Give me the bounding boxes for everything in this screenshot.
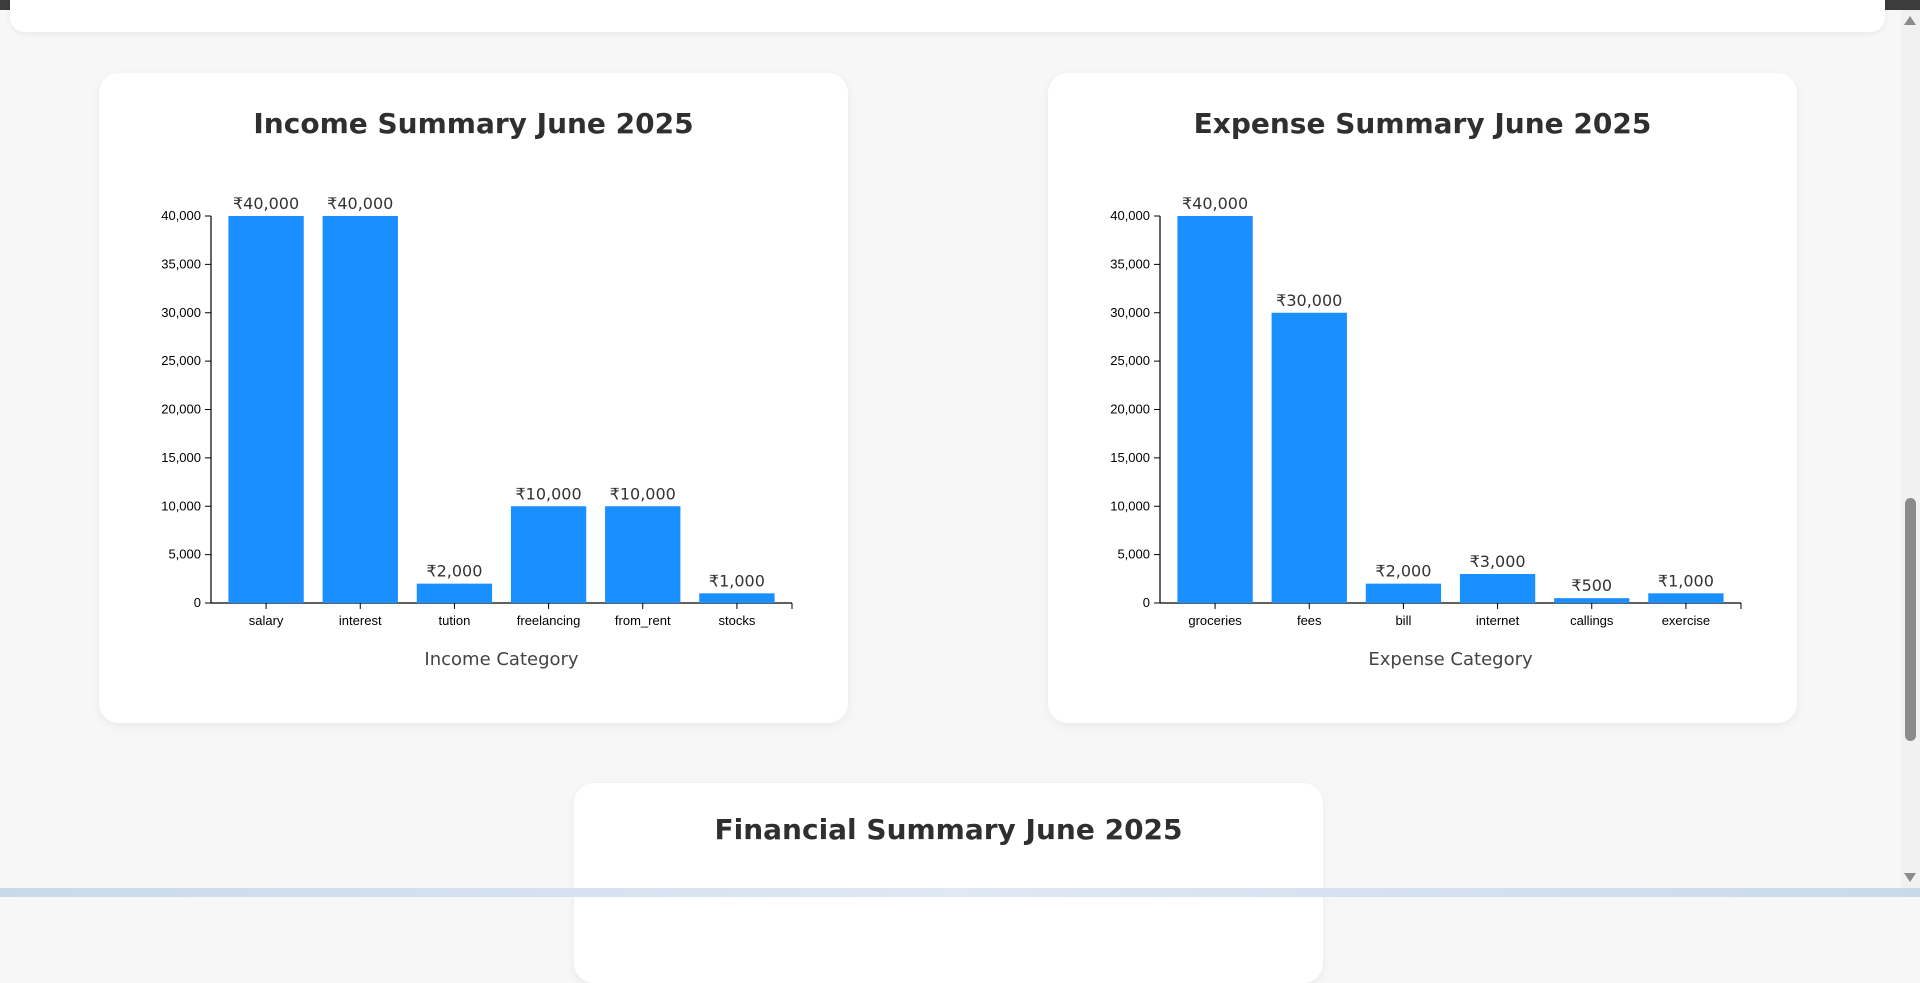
x-tick-label: salary	[249, 613, 284, 628]
scrollbar-thumb[interactable]	[1905, 498, 1916, 741]
x-tick-label: stocks	[718, 613, 755, 628]
financial-summary-card: Financial Summary June 2025	[574, 783, 1323, 983]
y-tick-label: 20,000	[1110, 402, 1150, 417]
data-label: ₹3,000	[1470, 552, 1526, 571]
data-label: ₹30,000	[1276, 291, 1342, 310]
x-tick-label: callings	[1570, 613, 1614, 628]
bar	[1365, 583, 1442, 603]
bar	[1177, 216, 1253, 603]
scroll-up-icon[interactable]	[1904, 16, 1916, 25]
bar	[322, 216, 398, 603]
data-label: ₹10,000	[515, 484, 581, 503]
data-label: ₹1,000	[1658, 571, 1714, 590]
y-tick-label: 30,000	[161, 305, 201, 320]
x-tick-label: groceries	[1188, 613, 1242, 628]
previous-card	[10, 0, 1885, 32]
bar	[228, 216, 304, 603]
x-tick-label: fees	[1297, 613, 1322, 628]
expense-summary-card: Expense Summary June 2025 0 5,000 10,000 15…	[1048, 73, 1797, 723]
y-tick-label: 15,000	[1110, 450, 1150, 465]
bar	[1648, 593, 1724, 603]
x-tick-label: internet	[1476, 613, 1520, 628]
income-summary-card: Income Summary June 2025 0 5,000 10,000 15,…	[99, 73, 848, 723]
x-tick-label: from_rent	[615, 613, 671, 628]
y-tick-label: 15,000	[161, 450, 201, 465]
data-label: ₹40,000	[327, 194, 393, 213]
y-tick-label: 20,000	[161, 402, 201, 417]
data-label: ₹2,000	[1375, 562, 1431, 581]
y-tick-label: 30,000	[1110, 305, 1150, 320]
page-scrollbar[interactable]	[1901, 10, 1920, 888]
y-tick-label: 40,000	[161, 208, 201, 223]
y-tick-label: 35,000	[1110, 256, 1150, 271]
bar	[510, 506, 587, 603]
bar	[1271, 312, 1347, 603]
data-label: ₹1,000	[709, 571, 765, 590]
bar	[1459, 573, 1536, 603]
x-axis-title: Income Category	[424, 649, 579, 670]
data-label: ₹2,000	[426, 562, 482, 581]
x-tick-label: bill	[1395, 613, 1411, 628]
y-tick-label: 35,000	[161, 256, 201, 271]
financial-summary-title: Financial Summary June 2025	[714, 813, 1183, 846]
data-label: ₹500	[1571, 576, 1612, 595]
y-tick-label: 0	[194, 595, 201, 610]
x-tick-label: freelancing	[517, 613, 581, 628]
y-tick-label: 10,000	[1110, 498, 1150, 513]
income-summary-title: Income Summary June 2025	[253, 107, 694, 140]
y-tick-label: 40,000	[1110, 208, 1150, 223]
x-tick-label: interest	[339, 613, 382, 628]
data-label: ₹40,000	[1182, 194, 1248, 213]
x-tick-label: exercise	[1662, 613, 1710, 628]
y-tick-label: 25,000	[161, 353, 201, 368]
bar	[605, 506, 681, 603]
expense-bar-chart: 0 5,000 10,000 15,000 20,000 25,000 30,000 35,0…	[1110, 194, 1742, 670]
data-label: ₹10,000	[610, 484, 676, 503]
y-tick-label: 10,000	[161, 498, 201, 513]
y-tick-label: 0	[1143, 595, 1150, 610]
x-tick-label: tution	[439, 613, 471, 628]
scroll-down-icon[interactable]	[1904, 873, 1916, 882]
bar	[699, 593, 775, 603]
bar	[1554, 598, 1630, 603]
y-tick-label: 5,000	[168, 547, 201, 562]
expense-summary-title: Expense Summary June 2025	[1193, 107, 1652, 140]
taskbar-strip	[0, 888, 1920, 897]
x-axis-title: Expense Category	[1368, 649, 1533, 670]
data-label: ₹40,000	[233, 194, 299, 213]
bar	[416, 583, 493, 603]
y-tick-label: 25,000	[1110, 353, 1150, 368]
income-bar-chart: 0 5,000 10,000 15,000 20,000 25,000 30,000 35,0…	[161, 194, 793, 670]
y-tick-label: 5,000	[1117, 547, 1150, 562]
